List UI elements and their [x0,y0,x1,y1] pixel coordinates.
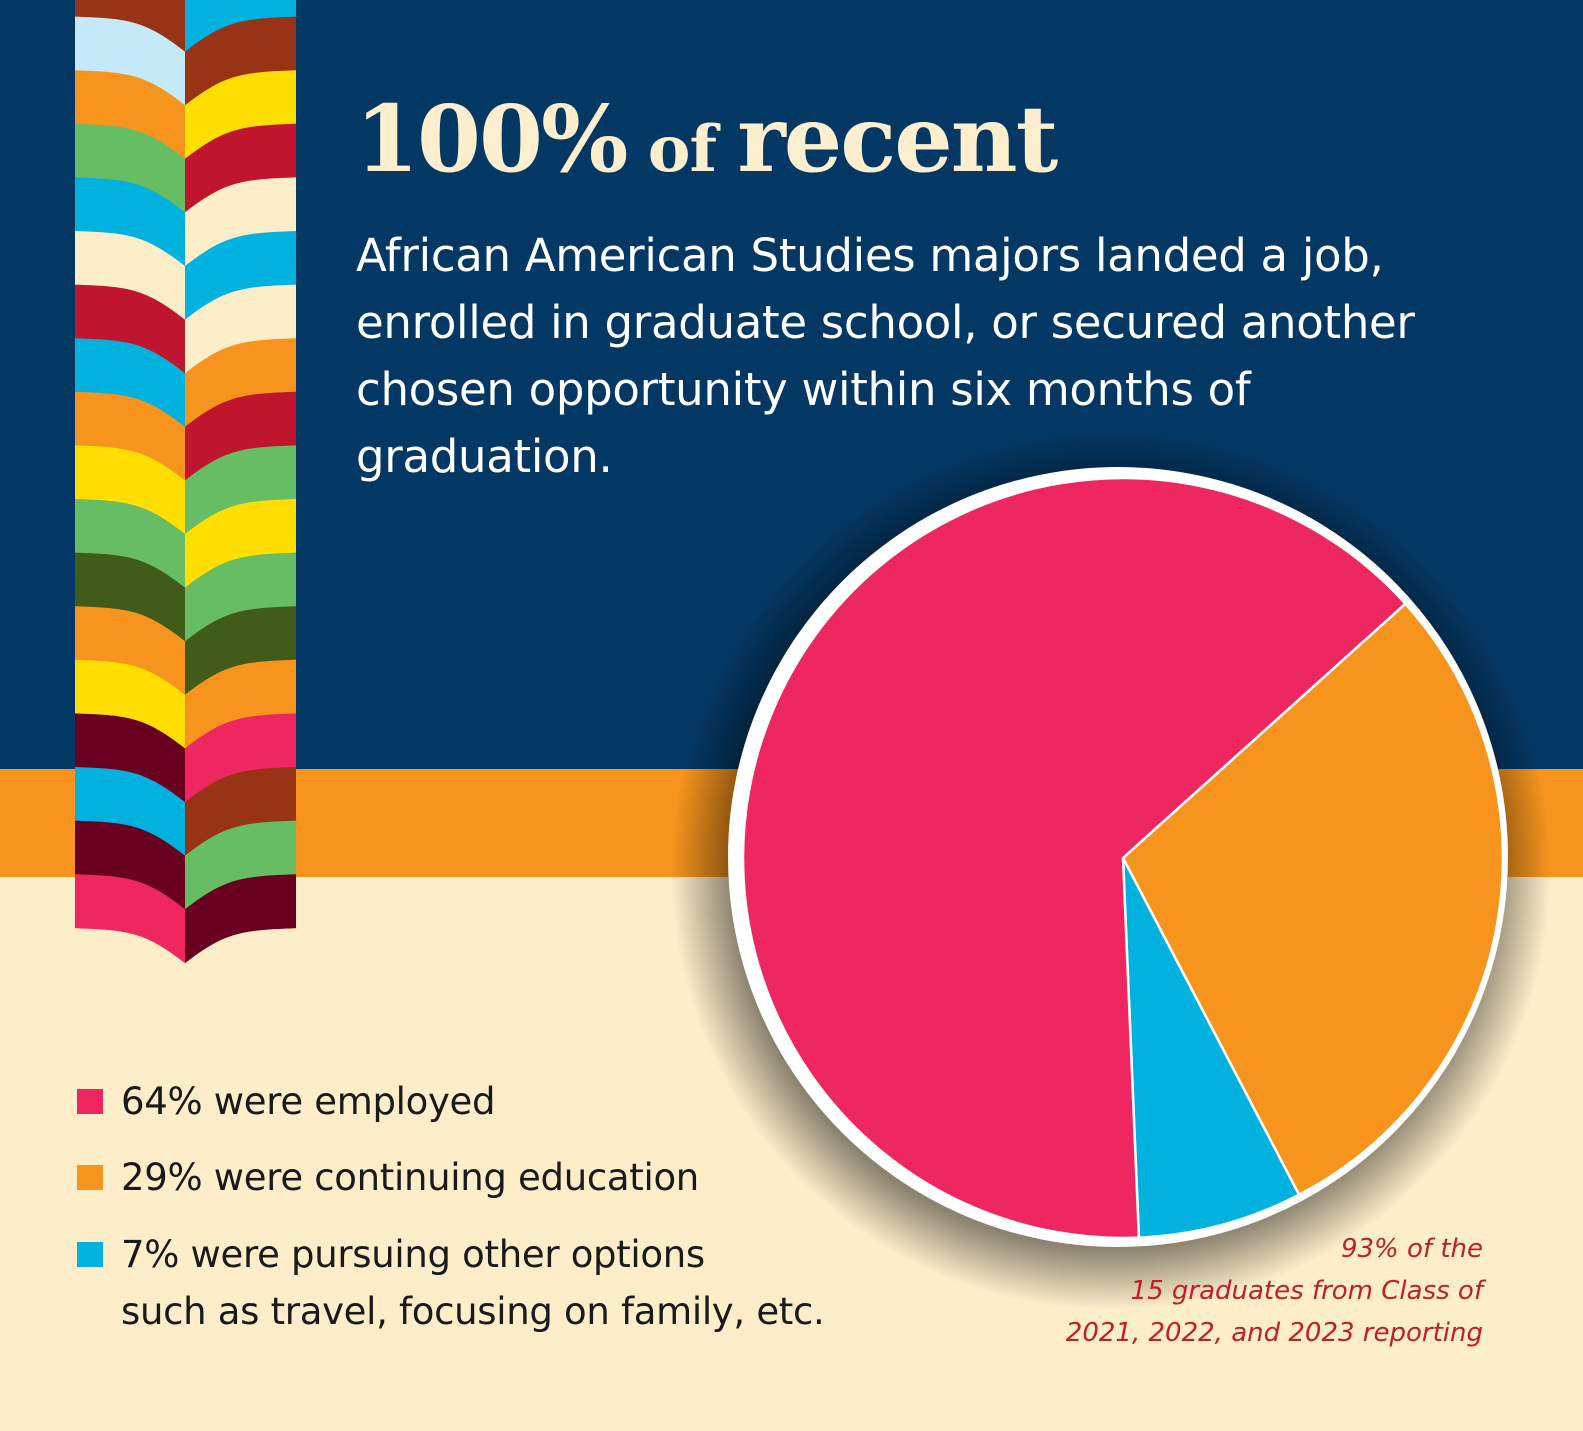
ribbon-stripe [185,284,296,374]
ribbon-stripe [75,70,185,160]
ribbon-stripe [75,659,185,749]
ribbon-stripe [185,820,296,910]
ribbon-stripe [75,445,185,535]
footnote-line-3: 2021, 2022, and 2023 reporting [1065,1318,1483,1348]
ribbon-stripe [75,552,185,642]
ribbon-stripe [185,606,296,696]
ribbon-stripe [185,0,296,53]
headline: 100% of recent [355,84,1058,205]
headline-percent: 100% [355,85,628,193]
ribbon-stripe [185,874,296,964]
ribbon-stripe [75,606,185,696]
legend-label: 29% were continuing education [121,1156,699,1199]
ribbon-stripe [185,659,296,749]
ribbon-stripe [185,552,296,642]
ribbon-stripe [75,177,185,267]
ribbon-stripe [75,820,185,910]
ribbon-stripe [185,767,296,857]
ribbon-stripe [185,177,296,267]
ribbon-stripe [75,284,185,374]
legend-swatch-education [77,1165,103,1190]
ribbon-stripe [185,445,296,535]
ribbon-stripe [75,338,185,428]
ribbon-stripe [75,391,185,481]
ribbon-stripe [75,499,185,589]
ribbon-stripe [75,874,185,964]
ribbon-stripe [185,338,296,428]
ribbon-stripe [185,16,296,106]
footnote-line-2: 15 graduates from Class of [1130,1276,1483,1306]
ribbon-stripe [75,713,185,803]
ribbon-stripe [75,123,185,213]
footnote: 93% of the 15 graduates from Class of 20… [963,1228,1483,1354]
legend-swatch-employed [77,1089,103,1114]
legend-label: 7% were pursuing other options [121,1233,705,1276]
ribbon-stripe [75,231,185,321]
ribbon-stripe [75,0,185,53]
ribbon-stripe [185,231,296,321]
headline-of: of [626,112,738,187]
legend-label: 64% were employed [121,1080,496,1123]
headline-recent: recent [737,85,1058,193]
subheadline: African American Studies majors landed a… [356,229,1415,483]
footnote-line-1: 93% of the [1340,1234,1483,1264]
legend-swatch-other [77,1242,103,1267]
ribbon-stripe [185,123,296,213]
ribbon-stripe [75,16,185,106]
ribbon-stripe [185,713,296,803]
ribbon-stripe [185,70,296,160]
decorative-ribbon [75,0,296,964]
ribbon-stripe [75,767,185,857]
ribbon-stripe [185,499,296,589]
legend-label-continued: such as travel, focusing on family, etc. [121,1290,825,1333]
ribbon-stripe [185,391,296,481]
